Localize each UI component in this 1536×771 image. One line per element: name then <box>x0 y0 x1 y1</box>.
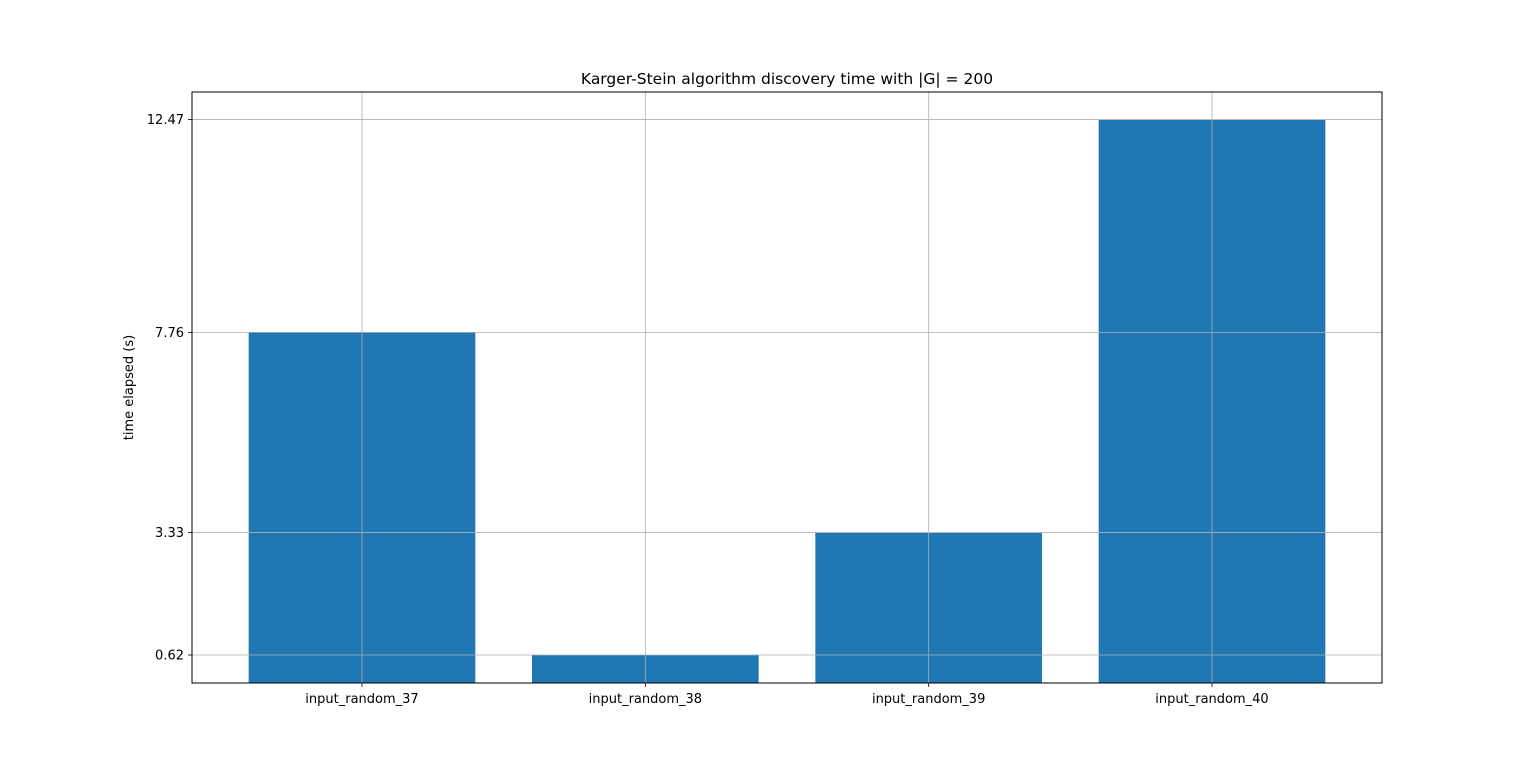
y-tick-label: 12.47 <box>147 113 184 128</box>
grid-overlay <box>192 92 1382 683</box>
y-axis-label: time elapsed (s) <box>122 335 137 440</box>
y-axis: 0.62 3.33 7.76 12.47 <box>147 113 192 663</box>
x-tick-label: input_random_39 <box>872 692 985 707</box>
x-tick-label: input_random_38 <box>589 692 702 707</box>
y-tick-label: 3.33 <box>155 526 184 541</box>
plot-frame <box>191 91 1383 684</box>
y-tick-label: 0.62 <box>155 648 184 663</box>
x-tick-label: input_random_40 <box>1155 692 1268 707</box>
chart-title: Karger-Stein algorithm discovery time wi… <box>581 70 993 88</box>
x-tick-label: input_random_37 <box>305 692 418 707</box>
x-axis: input_random_37 input_random_38 input_rand… <box>305 683 1269 707</box>
bars <box>248 119 1326 683</box>
y-tick-label: 7.76 <box>155 326 184 341</box>
